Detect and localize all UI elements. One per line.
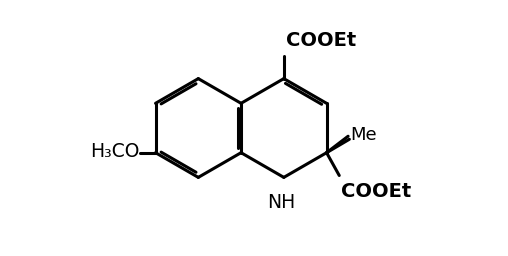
Text: NH: NH: [267, 193, 296, 211]
Text: COOEt: COOEt: [287, 30, 357, 49]
Text: Me: Me: [351, 126, 377, 144]
Text: COOEt: COOEt: [340, 182, 411, 201]
Text: H₃CO: H₃CO: [90, 142, 139, 161]
